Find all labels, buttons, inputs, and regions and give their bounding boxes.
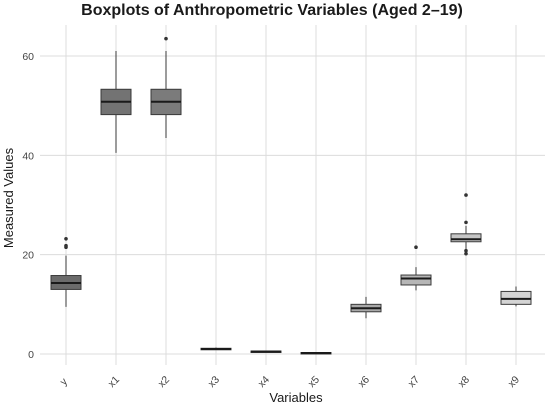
iqr-box [400, 274, 432, 286]
x-tick-label: x2 [156, 374, 172, 390]
x-tick-label: x6 [356, 374, 372, 390]
box-x1 [100, 51, 132, 153]
x-tick-label: y [58, 375, 71, 388]
x-tick-label: x4 [256, 374, 272, 390]
x-tick-label: x3 [206, 374, 222, 390]
iqr-box [450, 233, 482, 243]
box-x4 [250, 350, 282, 354]
box-x6 [350, 296, 382, 319]
outlier-point [414, 245, 418, 250]
chart-title: Boxplots of Anthropometric Variables (Ag… [81, 2, 463, 19]
x-tick-label: x7 [406, 374, 422, 390]
outlier-point [64, 236, 68, 241]
y-axis-title: Measured Values [1, 147, 16, 248]
box-x7 [400, 245, 432, 291]
y-tick-label: 20 [22, 250, 34, 262]
x-axis-title: Variables [269, 390, 323, 405]
outlier-point [464, 251, 468, 256]
box-y [50, 236, 82, 307]
box-x5 [300, 352, 332, 355]
box-x9 [500, 286, 532, 307]
outlier-point [164, 36, 168, 41]
x-tick-label: x1 [106, 374, 122, 390]
y-tick-label: 40 [22, 150, 34, 162]
tick-layer: 0 20 40 60 y x1 x2 x3 x4 x5 x6 x7 x8 x9 [22, 51, 522, 390]
outlier-point [464, 248, 468, 253]
box-x8 [450, 193, 482, 256]
y-tick-label: 60 [22, 51, 34, 63]
outlier-point [64, 243, 68, 248]
box-x2 [150, 36, 182, 138]
box-x3 [200, 347, 232, 351]
x-tick-label: x8 [456, 374, 472, 390]
box-layer [50, 36, 532, 355]
outlier-point [464, 193, 468, 197]
y-tick-label: 0 [28, 349, 34, 361]
x-tick-label: x9 [506, 374, 522, 390]
x-tick-label: x5 [306, 374, 322, 390]
outlier-point [464, 220, 468, 225]
